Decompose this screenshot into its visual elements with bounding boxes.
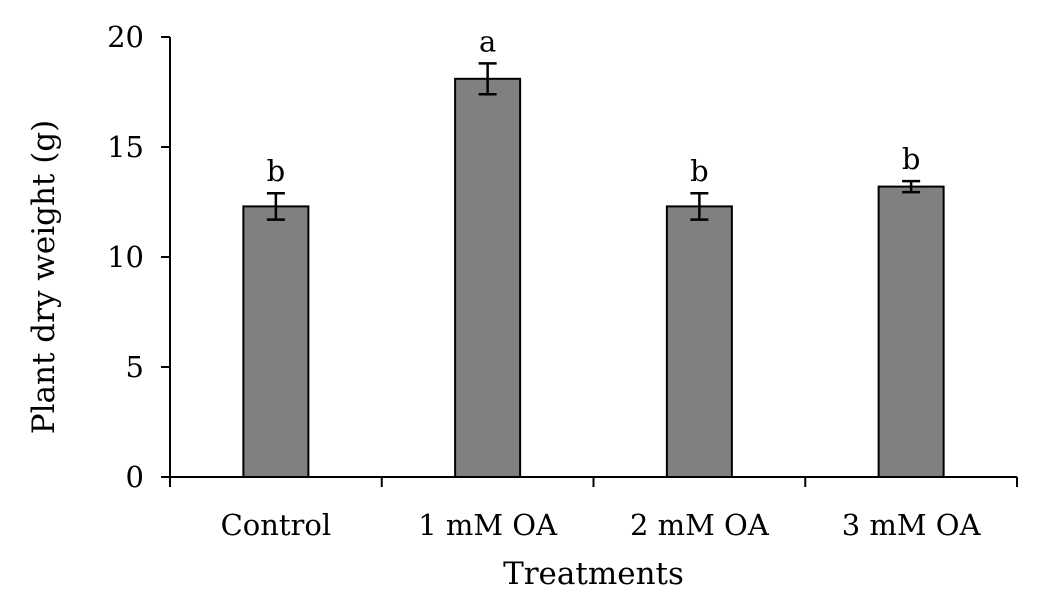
bars-group	[242, 77, 945, 479]
x-tick-label: 1 mM OA	[418, 508, 558, 542]
x-tick-label: 3 mM OA	[842, 508, 982, 542]
y-tick-labels-group: 0 5 10 15 20	[107, 20, 144, 494]
y-tick-label: 15	[107, 130, 144, 164]
bar	[242, 205, 310, 478]
y-tick-label: 20	[107, 20, 144, 54]
y-tick-label: 10	[107, 240, 144, 274]
significance-letter: b	[902, 142, 921, 176]
axes-group	[161, 36, 1018, 487]
significance-letter: a	[479, 24, 496, 58]
error-bars-group	[266, 62, 921, 221]
x-tick-labels-group: Control 1 mM OA 2 mM OA 3 mM OA	[221, 508, 982, 542]
y-tick-label: 5	[126, 350, 144, 384]
x-axis-title: Treatments	[503, 556, 684, 592]
bar	[454, 77, 522, 479]
y-axis-title: Plant dry weight (g)	[26, 120, 62, 435]
significance-letter: b	[690, 154, 709, 188]
x-tick-label: Control	[221, 508, 332, 542]
y-tick-label: 0	[126, 460, 144, 494]
bar	[877, 185, 945, 478]
significance-letter: b	[267, 154, 286, 188]
x-tick-label: 2 mM OA	[630, 508, 770, 542]
bar	[665, 205, 733, 478]
significance-labels-group: b a b b	[267, 24, 921, 188]
